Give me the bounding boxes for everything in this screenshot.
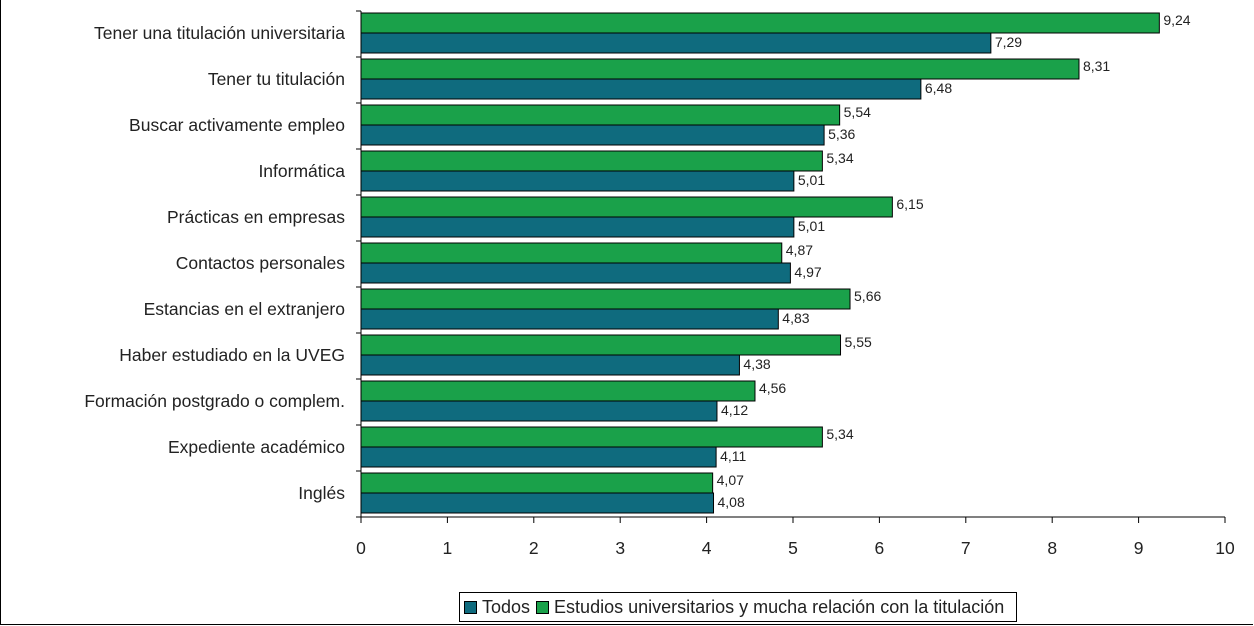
value-label-estudios-4: 6,15 [896,196,923,212]
bar-estudios-8 [360,380,756,402]
bar-todos-1 [360,78,922,100]
x-tick-label-8: 8 [1047,538,1057,558]
value-label-todos-9: 4,11 [720,448,746,464]
bar-todos-2 [360,124,825,146]
category-label-9: Expediente académico [168,437,345,457]
value-label-estudios-0: 9,24 [1163,12,1190,28]
category-label-6: Estancias en el extranjero [144,299,345,319]
bar-estudios-1 [360,58,1080,80]
x-tick-label-2: 2 [529,538,539,558]
legend-swatch-0 [464,600,477,614]
x-tick-label-6: 6 [875,538,885,558]
bar-estudios-6 [360,288,851,310]
value-label-todos-6: 4,83 [782,310,809,326]
axes-group: 0 1 2 3 4 5 6 7 8 9 10 [356,10,1235,558]
value-labels: 9,247,298,316,485,545,365,345,016,155,01… [717,12,1191,510]
bar-todos-10 [360,492,715,514]
bar-estudios-7 [360,334,842,356]
value-label-estudios-1: 8,31 [1083,58,1110,74]
legend-item-0: Todos [464,597,530,618]
bar-todos-4 [360,216,795,238]
legend-swatch-1 [536,600,550,614]
category-labels: Tener una titulación universitaria Tener … [84,23,345,503]
bar-estudios-10 [360,472,714,494]
bar-todos-9 [360,446,717,468]
value-label-todos-0: 7,29 [995,34,1022,50]
category-label-3: Informática [258,161,345,181]
value-label-todos-10: 4,08 [718,494,745,510]
bar-todos-0 [360,32,992,54]
legend-item-1: Estudios universitarios y mucha relación… [536,597,1004,618]
x-tick-label-7: 7 [961,538,971,558]
value-label-todos-2: 5,36 [828,126,855,142]
bar-todos-6 [360,308,779,330]
value-label-estudios-2: 5,54 [844,104,871,120]
category-label-8: Formación postgrado o complem. [84,391,345,411]
bar-estudios-4 [360,196,893,218]
value-label-estudios-9: 5,34 [826,426,853,442]
bar-estudios-5 [360,242,783,264]
value-label-estudios-6: 5,66 [854,288,881,304]
x-tick-label-5: 5 [788,538,798,558]
legend: Todos Estudios universitarios y mucha rel… [459,592,1018,622]
x-tick-label-3: 3 [615,538,625,558]
value-label-todos-7: 4,38 [743,356,770,372]
value-label-todos-5: 4,97 [794,264,821,280]
legend-label-1: Estudios universitarios y mucha relación… [554,596,1005,617]
bar-todos-3 [360,170,795,192]
x-tick-label-9: 9 [1134,538,1144,558]
value-label-todos-1: 6,48 [925,80,952,96]
category-label-1: Tener tu titulación [208,69,345,89]
value-label-todos-4: 5,01 [798,218,825,234]
bars-group [360,12,1160,514]
category-label-4: Prácticas en empresas [167,207,345,227]
category-label-7: Haber estudiado en la UVEG [119,345,345,365]
value-label-todos-8: 4,12 [721,402,748,418]
category-label-0: Tener una titulación universitaria [94,23,345,43]
value-label-estudios-3: 5,34 [826,150,853,166]
bar-todos-8 [360,400,718,422]
x-tick-label-1: 1 [443,538,453,558]
x-tick-label-4: 4 [702,538,712,558]
bar-estudios-3 [360,150,823,172]
value-label-estudios-8: 4,56 [759,380,786,396]
x-tick-label-10: 10 [1215,538,1235,558]
value-label-todos-3: 5,01 [798,172,825,188]
x-tick-label-0: 0 [356,538,366,558]
bar-todos-5 [360,262,791,284]
value-label-estudios-10: 4,07 [717,472,744,488]
bar-estudios-2 [360,104,841,126]
category-label-5: Contactos personales [176,253,346,273]
value-label-estudios-5: 4,87 [786,242,813,258]
legend-label-0: Todos [482,596,531,617]
category-label-2: Buscar activamente empleo [129,115,345,135]
category-label-10: Inglés [298,483,345,503]
value-label-estudios-7: 5,55 [845,334,872,350]
bar-estudios-9 [360,426,823,448]
bar-estudios-0 [360,12,1160,34]
bar-todos-7 [360,354,740,376]
